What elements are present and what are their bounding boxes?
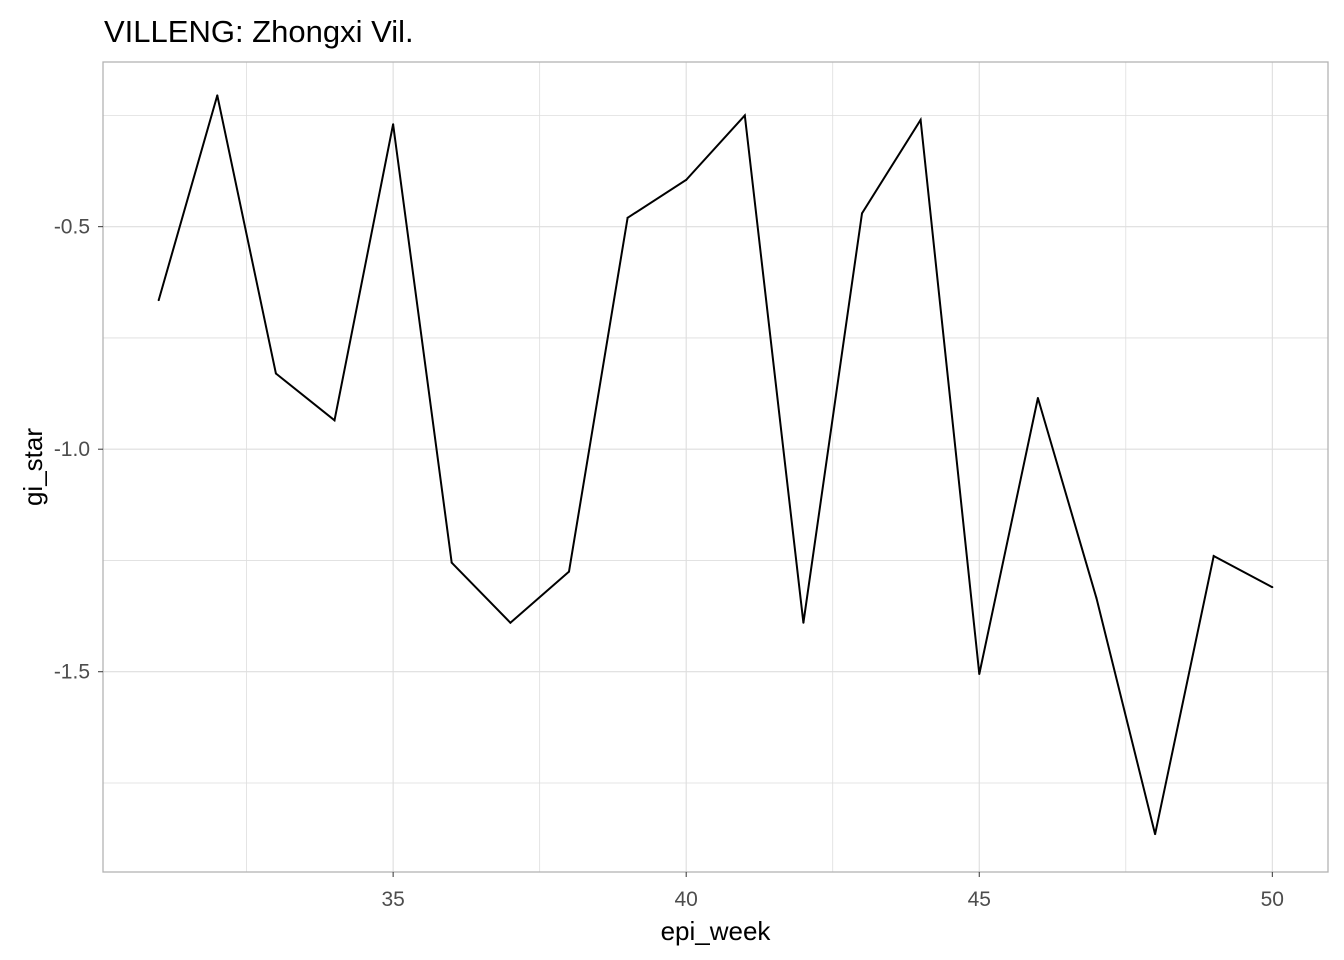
data-point (216, 94, 219, 97)
data-point (1212, 555, 1215, 558)
y-tick-label: -1.5 (54, 661, 90, 684)
data-point (157, 299, 160, 302)
data-point (333, 419, 336, 422)
data-point (861, 212, 864, 215)
data-point (1271, 586, 1274, 589)
data-point (1154, 833, 1157, 836)
x-tick-label: 40 (675, 888, 698, 911)
chart-title: VILLENG: Zhongxi Vil. (104, 14, 414, 49)
plot-panel (102, 61, 1329, 873)
series-layer (157, 95, 1273, 835)
x-axis-label: epi_week (661, 916, 772, 946)
data-point (743, 114, 746, 117)
series-line (157, 95, 1273, 835)
x-tick-label: 50 (1261, 888, 1284, 911)
x-axis-ticks: 35 40 45 50 (381, 872, 1284, 911)
data-point (685, 178, 688, 181)
data-point (919, 118, 922, 121)
grid (103, 62, 1328, 872)
data-point (626, 216, 629, 219)
y-axis-label: gi_star (18, 428, 48, 506)
data-point (567, 570, 570, 573)
x-tick-label: 45 (968, 888, 991, 911)
data-point (978, 672, 981, 675)
data-point (274, 372, 277, 375)
data-point (802, 621, 805, 624)
data-point (392, 123, 395, 126)
data-points (157, 94, 1274, 836)
data-point (450, 561, 453, 564)
data-point (1036, 397, 1039, 400)
x-tick-label: 35 (381, 888, 404, 911)
y-axis-ticks: -1.5 -1.0 -0.5 (54, 216, 103, 684)
data-point (509, 621, 512, 624)
data-point (1095, 597, 1098, 600)
y-tick-label: -0.5 (54, 216, 90, 239)
y-tick-label: -1.0 (54, 438, 90, 461)
